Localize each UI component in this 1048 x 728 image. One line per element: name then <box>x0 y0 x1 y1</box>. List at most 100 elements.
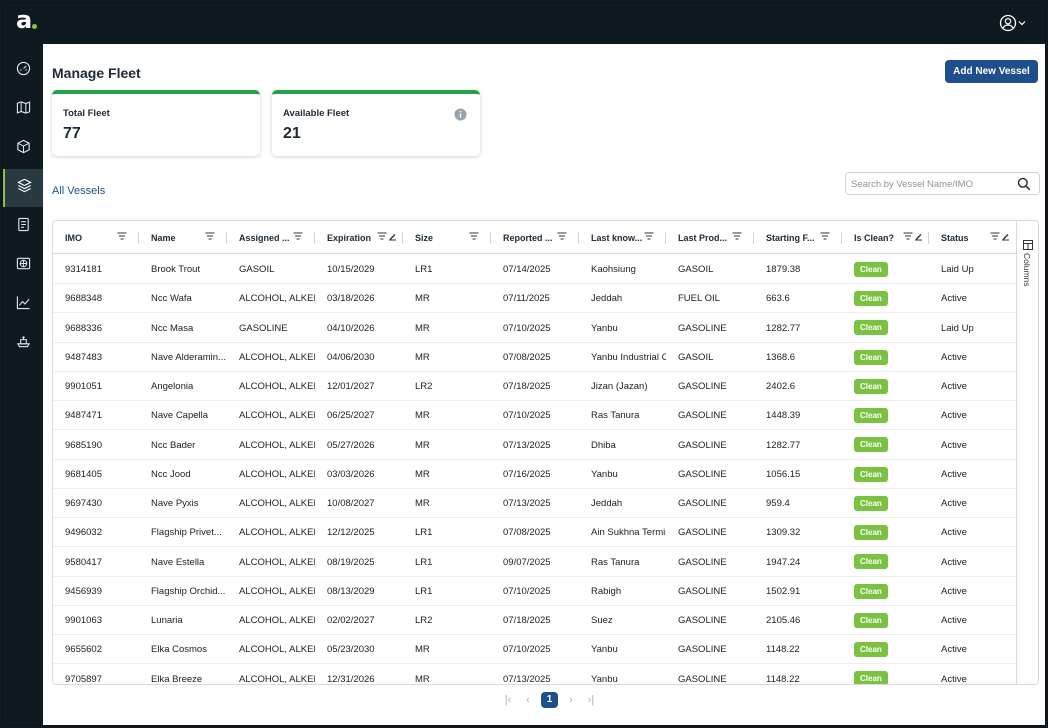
next-page-icon[interactable]: › <box>569 694 573 706</box>
brand-logo[interactable]: a <box>14 6 42 36</box>
table-row[interactable]: 9314181 Brook Trout GASOIL 10/15/2029 LR1 07/… <box>53 255 1016 284</box>
column-header-label: Status <box>941 233 969 243</box>
cell-last-product: GASOLINE <box>678 644 727 656</box>
table-row[interactable]: 9496032 Flagship Privet... ALCOHOL, ALKENE… <box>53 518 1016 548</box>
cell-imo: 9688348 <box>65 293 102 305</box>
cell-expiration: 10/08/2027 <box>327 498 375 509</box>
cell-reported: 07/18/2025 <box>503 381 551 392</box>
columns-icon <box>1023 237 1033 255</box>
cell-name: Ncc Bader <box>151 439 196 451</box>
cell-status: Active <box>941 468 967 480</box>
column-header-last-product[interactable]: Last Prod... <box>666 221 754 254</box>
cell-starting-f: 1947.24 <box>766 556 801 568</box>
filter-icon[interactable] <box>469 232 479 242</box>
filter-icon[interactable] <box>205 232 215 242</box>
filter-icon[interactable] <box>820 232 830 242</box>
cell-last-known: Yanbu Industrial City <box>591 351 666 363</box>
cell-last-known: Ras Tanura <box>591 410 640 422</box>
sidebar-item-fleet[interactable] <box>3 169 43 207</box>
table-row[interactable]: 9705897 Elka Breeze ALCOHOL, ALKENES 12/31/… <box>53 665 1016 685</box>
filter-icon[interactable] <box>557 232 567 242</box>
column-separator[interactable] <box>138 232 139 244</box>
table-row[interactable]: 9681405 Ncc Jood ALCOHOL, ALKENES 03/03/202… <box>53 460 1016 489</box>
filter-icon[interactable] <box>903 232 913 243</box>
cell-status: Active <box>941 644 967 656</box>
column-header-size[interactable]: Size <box>403 221 491 254</box>
column-separator[interactable] <box>841 232 842 244</box>
table-row[interactable]: 9655602 Elka Cosmos ALCOHOL, ALKENES 05/23/… <box>53 635 1016 665</box>
cell-reported: 07/13/2025 <box>503 439 551 451</box>
filter-icon[interactable] <box>293 232 303 242</box>
search-input[interactable] <box>851 177 1011 191</box>
column-header-last-known[interactable]: Last know... <box>579 221 666 254</box>
column-header-expiration[interactable]: Expiration <box>315 221 403 254</box>
filter-icon[interactable] <box>990 232 1000 243</box>
filter-icon[interactable] <box>117 232 127 242</box>
filter-icon[interactable] <box>644 232 654 242</box>
table-row[interactable]: 9580417 Nave Estella ALCOHOL, ALKENES 08/19… <box>53 548 1016 577</box>
table-row[interactable]: 9456939 Flagship Orchid... ALCOHOL, ALKENE… <box>53 577 1016 606</box>
cell-size: MR <box>415 673 430 685</box>
sidebar-item-vessels[interactable] <box>3 325 43 363</box>
sidebar-item-map[interactable] <box>3 91 43 129</box>
table-row[interactable]: 9487483 Nave Alderamin... ALCOHOL, ALKENES… <box>53 343 1016 372</box>
search-icon[interactable] <box>1017 177 1031 196</box>
cell-size: MR <box>415 644 430 656</box>
cell-reported: 07/10/2025 <box>503 322 551 334</box>
column-separator[interactable] <box>753 232 754 244</box>
edit-icon[interactable] <box>388 232 397 243</box>
sidebar-item-dashboard[interactable] <box>3 52 43 90</box>
sidebar-item-analytics[interactable] <box>3 286 43 324</box>
table-row[interactable]: 9901063 Lunaria ALCOHOL, ALKENES 02/02/2027… <box>53 606 1016 635</box>
first-page-icon[interactable]: |‹ <box>504 694 512 706</box>
sidebar-item-world[interactable] <box>3 247 43 285</box>
table-row[interactable]: 9901051 Angelonia ALCOHOL, ALKENES 12/01/20… <box>53 372 1016 401</box>
table-row[interactable]: 9685190 Ncc Bader ALCOHOL, ALKENES 05/27/20… <box>53 431 1016 460</box>
column-header-starting-f[interactable]: Starting F... <box>754 221 842 254</box>
cell-expiration: 04/06/2030 <box>327 351 375 363</box>
column-header-is-clean[interactable]: Is Clean? <box>842 221 929 254</box>
cell-last-product: GASOLINE <box>678 585 727 597</box>
user-menu[interactable] <box>999 11 1031 35</box>
info-icon[interactable] <box>454 108 467 121</box>
cell-size: MR <box>415 351 430 363</box>
filter-icon[interactable] <box>732 232 742 242</box>
column-separator[interactable] <box>578 232 579 244</box>
filter-icon[interactable] <box>377 232 387 243</box>
cell-name: Nave Alderamin... <box>151 351 226 363</box>
cell-starting-f: 1309.32 <box>766 527 801 539</box>
cell-starting-f: 1056.15 <box>766 468 801 480</box>
column-separator[interactable] <box>665 232 666 244</box>
column-separator[interactable] <box>490 232 491 244</box>
column-separator[interactable] <box>226 232 227 244</box>
column-header-status[interactable]: Status <box>929 221 1016 254</box>
column-separator[interactable] <box>928 232 929 244</box>
sidebar <box>3 44 43 725</box>
edit-icon[interactable] <box>1001 232 1010 243</box>
cell-imo: 9487483 <box>65 351 102 363</box>
columns-side-panel[interactable]: Columns <box>1016 221 1038 684</box>
previous-page-icon[interactable]: ‹ <box>526 694 530 706</box>
package-box-icon <box>16 139 31 159</box>
page-number-current[interactable]: 1 <box>541 692 558 708</box>
column-separator[interactable] <box>402 232 403 244</box>
last-page-icon[interactable]: ›| <box>587 694 595 706</box>
cell-assigned: ALCOHOL, ALKENES <box>239 293 315 305</box>
table-row[interactable]: 9688348 Ncc Wafa ALCOHOL, ALKENES 03/18/202… <box>53 284 1016 314</box>
cell-status: Active <box>941 556 967 568</box>
table-row[interactable]: 9487471 Nave Capella ALCOHOL, ALKENES 06/25… <box>53 401 1016 431</box>
column-separator[interactable] <box>314 232 315 244</box>
add-new-vessel-button[interactable]: Add New Vessel <box>945 60 1038 83</box>
cell-assigned: ALCOHOL, ALKENES <box>239 615 315 626</box>
table-row[interactable]: 9697430 Nave Pyxis ALCOHOL, ALKENES 10/08/2… <box>53 489 1016 518</box>
cell-status: Active <box>941 351 967 363</box>
cell-assigned: ALCOHOL, ALKENES <box>239 351 315 363</box>
column-header-name[interactable]: Name <box>139 221 227 254</box>
sidebar-item-notes[interactable] <box>3 208 43 246</box>
column-header-assigned[interactable]: Assigned ... <box>227 221 315 254</box>
column-header-reported[interactable]: Reported ... <box>491 221 579 254</box>
edit-icon[interactable] <box>914 232 923 243</box>
column-header-imo[interactable]: IMO <box>53 221 139 254</box>
sidebar-item-cargo[interactable] <box>3 130 43 168</box>
table-row[interactable]: 9688336 Ncc Masa GASOLINE 04/10/2026 MR 07/10… <box>53 314 1016 343</box>
